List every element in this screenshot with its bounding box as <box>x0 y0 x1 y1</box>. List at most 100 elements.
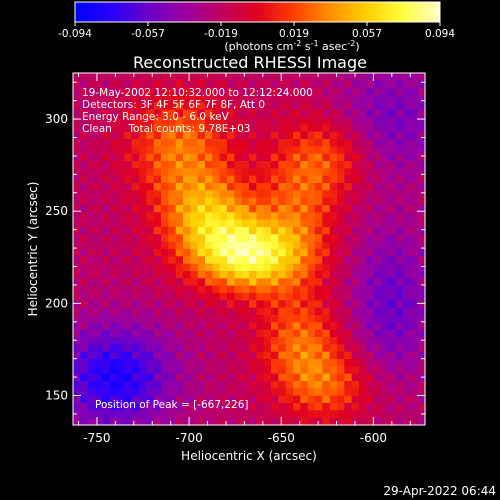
heatmap-cell <box>183 403 191 411</box>
heatmap-cell <box>139 307 147 316</box>
heatmap-cell <box>249 315 257 323</box>
heatmap-cell <box>381 205 389 213</box>
heatmap-cell <box>153 403 162 411</box>
heatmap-cell <box>337 73 345 81</box>
heatmap-cell <box>80 205 89 213</box>
heatmap-cell <box>403 249 411 257</box>
heatmap-cell <box>197 153 206 162</box>
heatmap-cell <box>366 219 375 228</box>
heatmap-cell <box>168 351 177 360</box>
heatmap-cell <box>109 124 118 133</box>
heatmap-cell <box>139 241 147 250</box>
heatmap-cell <box>263 175 272 184</box>
heatmap-cell <box>315 344 323 353</box>
heatmap-cell <box>278 131 287 140</box>
heatmap-cell <box>256 80 265 89</box>
heatmap-cell <box>190 131 199 140</box>
heatmap-cell <box>109 73 118 81</box>
heatmap-cell <box>263 285 272 294</box>
heatmap-cell <box>102 307 111 316</box>
heatmap-cell <box>322 146 331 155</box>
heatmap-cell <box>410 285 419 294</box>
heatmap-cell <box>153 80 162 89</box>
heatmap-cell <box>359 87 367 96</box>
heatmap-cell <box>293 395 301 404</box>
heatmap-cell <box>329 175 338 184</box>
heatmap-cell <box>293 285 301 294</box>
heatmap-cell <box>329 168 338 177</box>
heatmap-cell <box>190 300 199 309</box>
heatmap-cell <box>219 146 228 155</box>
heatmap-cell <box>80 190 89 199</box>
heatmap-cell <box>359 190 367 199</box>
heatmap-cell <box>168 271 177 279</box>
heatmap-cell <box>366 168 375 177</box>
heatmap-cell <box>183 153 191 162</box>
heatmap-cell <box>241 249 250 257</box>
heatmap-cell <box>80 263 89 272</box>
heatmap-cell <box>175 249 184 257</box>
heatmap-cell <box>205 241 213 250</box>
heatmap-cell <box>139 300 147 309</box>
heatmap-cell <box>139 329 147 338</box>
heatmap-cell <box>351 366 360 375</box>
heatmap-cell <box>168 183 177 191</box>
heatmap-cell <box>234 212 243 221</box>
heatmap-cell <box>161 307 169 316</box>
heatmap-cell <box>95 87 103 96</box>
heatmap-cell <box>95 373 103 382</box>
heatmap-cell <box>293 161 301 169</box>
heatmap-cell <box>183 183 191 191</box>
heatmap-cell <box>337 102 345 111</box>
heatmap-cell <box>395 102 404 111</box>
heatmap-cell <box>109 87 118 96</box>
heatmap-cell <box>234 337 243 345</box>
heatmap-cell <box>205 95 213 103</box>
heatmap-cell <box>197 102 206 111</box>
heatmap-cell <box>307 395 316 404</box>
heatmap-cell <box>307 256 316 265</box>
heatmap-cell <box>124 388 133 397</box>
heatmap-cell <box>87 183 96 191</box>
heatmap-cell <box>403 205 411 213</box>
heatmap-cell <box>249 73 257 81</box>
heatmap-cell <box>146 175 155 184</box>
heatmap-cell <box>417 219 426 228</box>
heatmap-cell <box>146 249 155 257</box>
heatmap-cell <box>337 344 345 353</box>
heatmap-cell <box>102 381 111 389</box>
heatmap-cell <box>417 241 426 250</box>
heatmap-cell <box>395 153 404 162</box>
heatmap-cell <box>139 417 147 426</box>
heatmap-cell <box>117 234 125 243</box>
heatmap-cell <box>205 234 213 243</box>
heatmap-cell <box>278 190 287 199</box>
heatmap-cell <box>293 95 301 103</box>
heatmap-cell <box>168 373 177 382</box>
heatmap-cell <box>212 307 221 316</box>
heatmap-cell <box>95 205 103 213</box>
heatmap-cell <box>102 263 111 272</box>
heatmap-cell <box>146 417 155 426</box>
heatmap-cell <box>241 124 250 133</box>
heatmap-cell <box>205 373 213 382</box>
heatmap-cell <box>212 388 221 397</box>
heatmap-cell <box>131 329 140 338</box>
heatmap-cell <box>381 109 389 118</box>
heatmap-cell <box>410 263 419 272</box>
heatmap-cell <box>337 293 345 301</box>
heatmap-cell <box>359 80 367 89</box>
heatmap-cell <box>109 315 118 323</box>
heatmap-cell <box>205 366 213 375</box>
heatmap-cell <box>293 337 301 345</box>
heatmap-cell <box>80 117 89 125</box>
heatmap-cell <box>359 95 367 103</box>
heatmap-cell <box>395 190 404 199</box>
heatmap-cell <box>124 87 133 96</box>
heatmap-cell <box>285 139 294 147</box>
heatmap-cell <box>337 241 345 250</box>
heatmap-cell <box>190 351 199 360</box>
heatmap-cell <box>403 263 411 272</box>
heatmap-cell <box>117 95 125 103</box>
heatmap-cell <box>190 395 199 404</box>
